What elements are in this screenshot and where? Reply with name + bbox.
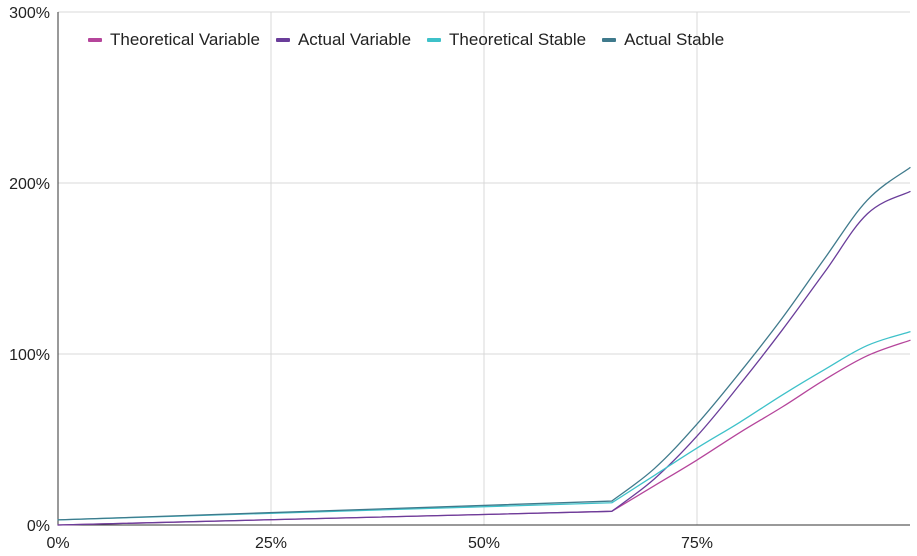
x-tick-label: 50% bbox=[468, 535, 500, 552]
series-line-actual-variable bbox=[57, 190, 911, 526]
series-line-actual-stable bbox=[57, 166, 911, 521]
grid bbox=[58, 11, 910, 525]
tick-labels: 0% 100% 200% 300% 0% 25% 50% 75% bbox=[9, 5, 713, 552]
legend-item-theoretical-stable: Theoretical Stable bbox=[427, 30, 586, 50]
legend-swatch bbox=[88, 38, 102, 42]
x-tick-label: 75% bbox=[681, 535, 713, 552]
legend-label: Actual Stable bbox=[624, 30, 725, 49]
legend-label: Theoretical Variable bbox=[110, 30, 260, 49]
series-lines bbox=[57, 166, 911, 526]
legend-label: Actual Variable bbox=[297, 30, 412, 49]
legend-swatch bbox=[275, 38, 290, 42]
series-line-theoretical-variable bbox=[57, 339, 911, 526]
series-line-theoretical-stable bbox=[57, 331, 911, 521]
chart-legend: Theoretical Variable Actual Variable Theor… bbox=[88, 30, 724, 50]
y-tick-label: 0% bbox=[27, 518, 50, 535]
legend-swatch bbox=[602, 38, 617, 42]
axes bbox=[57, 12, 910, 526]
legend-item-theoretical-variable: Theoretical Variable bbox=[88, 30, 260, 50]
legend-label: Theoretical Stable bbox=[449, 30, 587, 49]
y-tick-label: 300% bbox=[9, 5, 50, 22]
y-tick-label: 200% bbox=[9, 176, 50, 193]
x-tick-label: 25% bbox=[255, 535, 287, 552]
legend-item-actual-stable: Actual Stable bbox=[602, 30, 724, 50]
legend-swatch bbox=[427, 38, 442, 42]
y-tick-label: 100% bbox=[9, 347, 50, 364]
x-tick-label: 0% bbox=[46, 535, 69, 552]
legend-item-actual-variable: Actual Variable bbox=[275, 30, 412, 50]
